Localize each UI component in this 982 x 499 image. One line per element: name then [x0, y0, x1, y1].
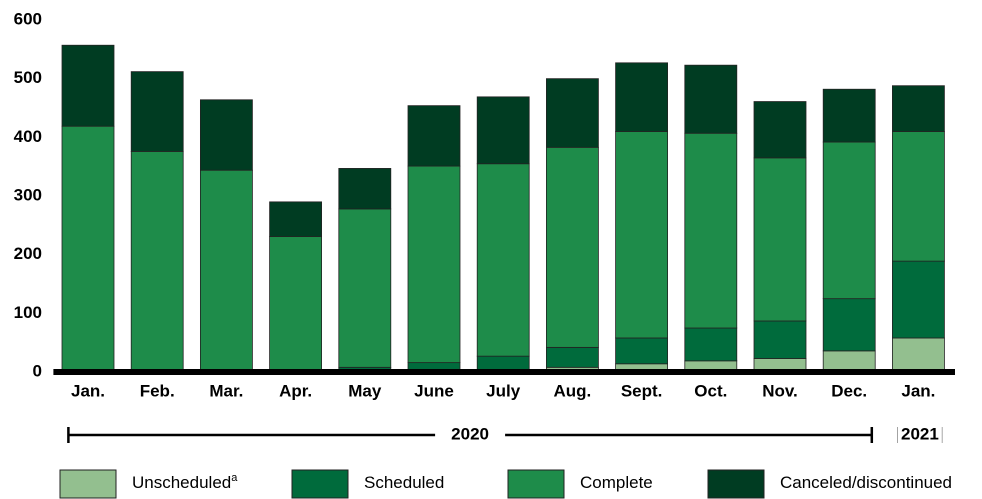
bar-segment [892, 85, 945, 132]
legend-label: Unscheduleda [132, 472, 238, 493]
bar-segment [199, 169, 253, 371]
bar-segment [130, 151, 184, 371]
bar-segment [892, 131, 945, 262]
x-tick-label: June [414, 381, 454, 400]
legend-footnote: a [231, 472, 238, 484]
y-tick-label: 400 [14, 127, 42, 146]
legend-swatch [707, 469, 765, 499]
legend-label: Complete [580, 473, 653, 492]
legend-label: Canceled/discontinued [780, 473, 952, 492]
x-tick-label: Aug. [554, 381, 592, 400]
bar-segment [892, 260, 945, 339]
y-tick-label: 0 [33, 361, 42, 380]
bar-segment [338, 208, 392, 368]
y-tick-label: 600 [14, 9, 42, 28]
bar-segment [615, 131, 668, 339]
bar-segment [753, 320, 807, 359]
bar-segment [753, 157, 807, 322]
y-tick-label: 300 [14, 185, 42, 204]
x-tick-label: Jan. [901, 381, 935, 400]
bar-segment [269, 201, 323, 237]
bar-segment [546, 146, 599, 348]
bar-segment [822, 141, 876, 300]
bar-segment [476, 96, 530, 165]
y-tick-label: 500 [14, 68, 42, 87]
legend-name: Unscheduled [132, 473, 231, 492]
bar-segment [476, 355, 530, 371]
bar-segment [199, 99, 253, 171]
legend-swatch [291, 469, 349, 499]
bar-segment [753, 101, 807, 159]
legend-swatch [59, 469, 117, 499]
year-label-bg [435, 424, 506, 446]
bar-segment [684, 64, 738, 134]
x-tick-label: July [486, 381, 521, 400]
legend-label: Scheduled [364, 473, 444, 492]
year-label: 2021 [901, 424, 939, 443]
bar-segment [684, 132, 738, 329]
bar-segment [822, 350, 876, 373]
y-tick-label: 100 [14, 303, 42, 322]
bar-segment [546, 346, 599, 368]
x-tick-label: Apr. [279, 381, 312, 400]
bar-segment [615, 62, 668, 132]
x-tick-label: Nov. [762, 381, 798, 400]
bar-segment [338, 168, 392, 210]
x-tick-label: May [348, 381, 382, 400]
bar-segment [822, 88, 876, 143]
y-tick-label: 200 [14, 244, 42, 263]
bar-segment [407, 165, 461, 364]
legend-name: Complete [580, 473, 653, 492]
bar-segment [476, 163, 530, 357]
x-tick-label: Dec. [831, 381, 867, 400]
bar-segment [61, 125, 115, 372]
year-label: 2020 [451, 424, 489, 443]
bar-segment [61, 44, 115, 127]
bar-segment [407, 105, 461, 167]
bar-segment [130, 71, 184, 152]
x-tick-label: Feb. [140, 381, 175, 400]
x-tick-label: Mar. [209, 381, 243, 400]
bar-segment [546, 78, 599, 148]
legend-swatch [507, 469, 565, 499]
x-tick-label: Oct. [694, 381, 727, 400]
x-tick-label: Jan. [71, 381, 105, 400]
x-tick-label: Sept. [621, 381, 663, 400]
legend-name: Scheduled [364, 473, 444, 492]
bar-segment [615, 337, 668, 365]
bar-segment [269, 236, 323, 371]
bar-segment [822, 298, 876, 352]
bar-segment [892, 337, 945, 373]
legend-name: Canceled/discontinued [780, 473, 952, 492]
year-label-bg [897, 424, 942, 446]
bar-segment [684, 327, 738, 362]
